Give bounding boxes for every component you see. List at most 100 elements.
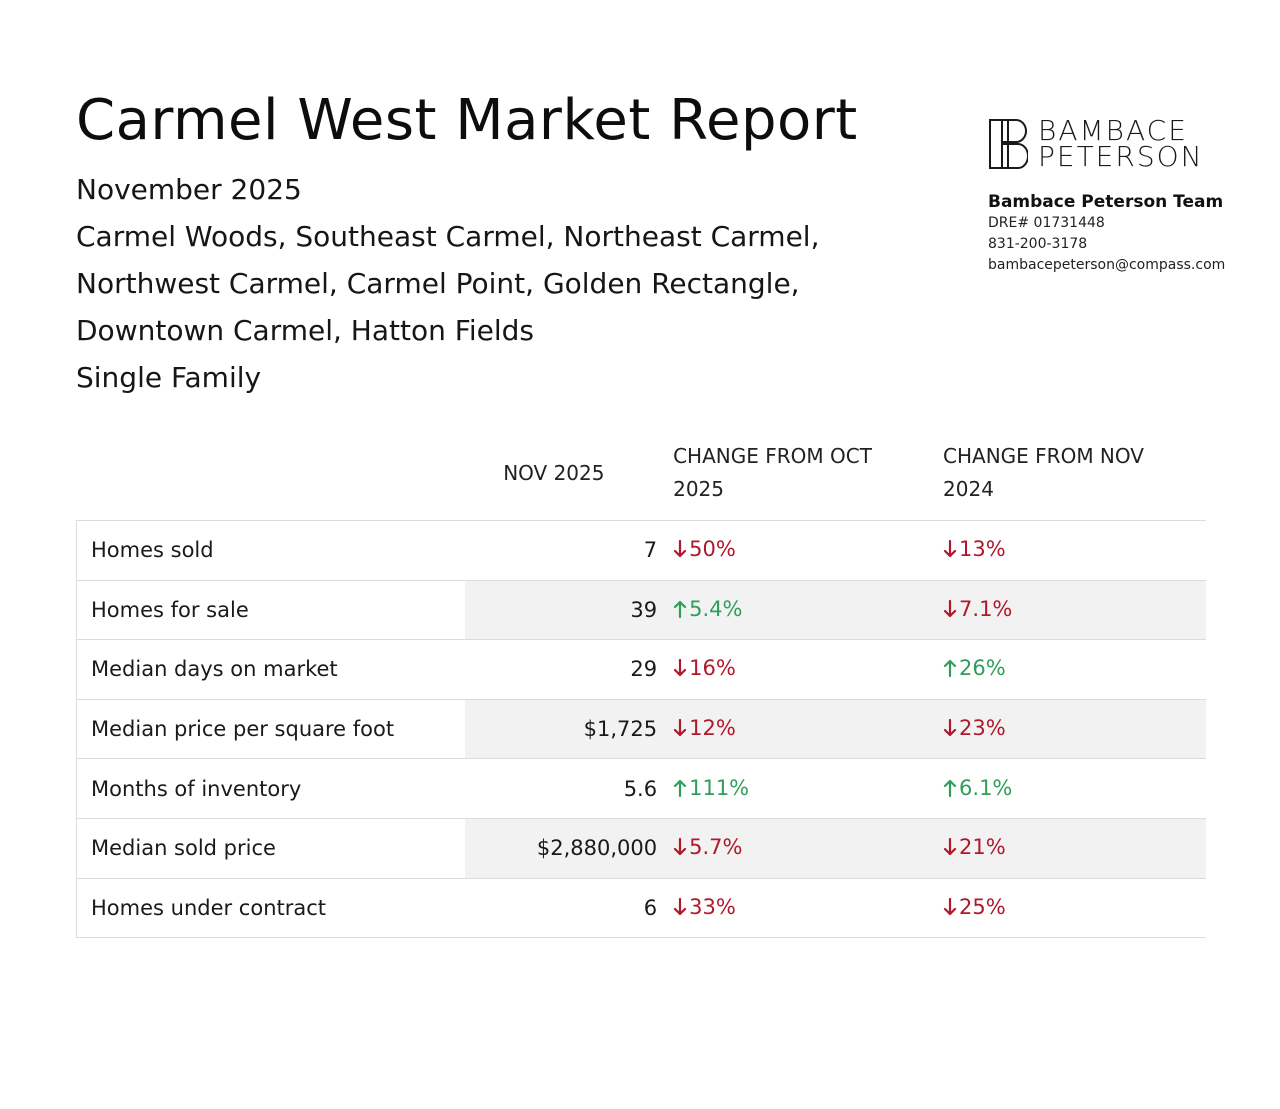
arrow-down-icon	[673, 719, 687, 737]
header-label: CHANGE FROM OCT 2025	[673, 444, 872, 501]
arrow-down-icon	[673, 540, 687, 558]
table-row: Homes for sale 39 5.4% 7.1%	[76, 580, 1206, 640]
change-value: 21%	[959, 835, 1006, 860]
change-from-nov-cell: 26%	[943, 640, 1206, 700]
change-oct: 33%	[673, 895, 736, 919]
arrow-up-icon	[673, 779, 687, 797]
table-row: Median sold price $2,880,000 5.7% 21%	[76, 818, 1206, 879]
row-label: Homes for sale	[76, 580, 466, 640]
change-value: 111%	[689, 775, 750, 800]
team-name: Bambace Peterson Team	[988, 192, 1224, 212]
change-from-nov-cell: 21%	[943, 818, 1206, 879]
email-address: bambacepeterson@compass.com	[988, 257, 1226, 273]
arrow-down-icon	[943, 599, 957, 617]
change-from-oct-cell: 5.4%	[673, 580, 944, 640]
row-value: 29	[630, 657, 658, 682]
change-oct: 16%	[673, 656, 736, 680]
table-row: Homes under contract 6 33% 25%	[76, 878, 1206, 938]
change-value: 5.4%	[689, 596, 743, 621]
row-value: 7	[643, 538, 658, 563]
brand-block: BAMBACE PETERSON Bambace Peterson Team D…	[988, 114, 1248, 276]
table-row: Median price per square foot $1,725 12% 23%	[76, 699, 1206, 759]
change-nov: 13%	[943, 537, 1006, 561]
arrow-up-icon	[943, 779, 957, 797]
brand-logo: BAMBACE PETERSON	[988, 114, 1248, 173]
table-header-row: NOV 2025 CHANGE FROM OCT 2025 CHANGE FRO…	[77, 440, 1207, 521]
change-value: 12%	[689, 716, 736, 741]
change-from-nov-cell: 7.1%	[943, 580, 1206, 640]
change-nov: 6.1%	[943, 776, 1012, 800]
change-from-nov-cell: 23%	[943, 699, 1206, 759]
dre-number: DRE# 01731448	[988, 215, 1105, 231]
row-value: $2,880,000	[465, 818, 674, 879]
change-value: 13%	[959, 537, 1006, 562]
arrow-up-icon	[673, 600, 687, 618]
logo-text-line-1: BAMBACE	[1038, 114, 1188, 147]
table-row: Median days on market 29 16% 26%	[76, 639, 1206, 700]
change-value: 26%	[959, 656, 1006, 681]
change-value: 16%	[689, 656, 736, 681]
arrow-down-icon	[943, 838, 957, 856]
arrow-down-icon	[943, 540, 957, 558]
arrow-down-icon	[673, 659, 687, 677]
change-from-nov-cell: 6.1%	[943, 759, 1206, 819]
change-value: 25%	[959, 894, 1006, 919]
change-oct: 5.7%	[673, 835, 742, 859]
report-subtitle-block: November 2025 Carmel Woods, Southeast Ca…	[76, 166, 936, 401]
header-change-from-nov-2024: CHANGE FROM NOV 2024	[943, 440, 1206, 521]
neighborhoods-line-3: Downtown Carmel, Hatton Fields	[76, 314, 534, 347]
change-value: 7.1%	[959, 596, 1013, 621]
change-value: 6.1%	[959, 775, 1013, 800]
table-row: Months of inventory 5.6 111% 6.1%	[76, 758, 1206, 819]
row-value: $1,725	[465, 699, 674, 759]
market-stats-table: NOV 2025 CHANGE FROM OCT 2025 CHANGE FRO…	[76, 440, 1206, 938]
change-oct: 12%	[673, 716, 736, 740]
change-from-oct-cell: 50%	[673, 521, 943, 581]
row-value: 39	[465, 580, 674, 640]
row-label: Median price per square foot	[76, 699, 466, 759]
arrow-down-icon	[673, 897, 687, 915]
header-label: CHANGE FROM NOV 2024	[943, 444, 1144, 501]
table-row: Homes sold 7 50% 13%	[76, 520, 1206, 581]
change-value: 5.7%	[689, 835, 743, 860]
change-from-nov-cell: 13%	[943, 521, 1206, 581]
change-from-oct-cell: 12%	[673, 699, 944, 759]
header-nov-2025: NOV 2025	[503, 460, 605, 485]
arrow-up-icon	[943, 660, 957, 678]
row-value: 5.6	[623, 776, 658, 801]
row-label: Months of inventory	[76, 758, 466, 819]
row-label: Median sold price	[76, 818, 466, 879]
phone-number: 831-200-3178	[988, 236, 1088, 252]
change-oct: 111%	[673, 776, 749, 800]
change-from-oct-cell: 111%	[673, 759, 943, 819]
change-from-oct-cell: 16%	[673, 640, 943, 700]
change-oct: 5.4%	[673, 597, 742, 621]
logo-text-line-2: PETERSON	[1038, 140, 1204, 173]
report-month: November 2025	[76, 173, 302, 206]
contact-info: Bambace Peterson Team DRE# 01731448 831-…	[988, 192, 1248, 276]
change-value: 33%	[689, 894, 736, 919]
change-nov: 7.1%	[943, 597, 1012, 621]
report-title: Carmel West Market Report	[76, 88, 858, 153]
change-nov: 23%	[943, 716, 1006, 740]
change-from-oct-cell: 33%	[673, 878, 943, 938]
neighborhoods-line-2: Northwest Carmel, Carmel Point, Golden R…	[76, 267, 800, 300]
arrow-down-icon	[943, 719, 957, 737]
change-oct: 50%	[673, 537, 736, 561]
change-value: 50%	[689, 537, 736, 562]
row-label: Median days on market	[76, 639, 466, 700]
header-metric	[77, 440, 466, 521]
row-label: Homes sold	[76, 520, 466, 581]
row-label: Homes under contract	[76, 878, 466, 938]
row-value: 6	[643, 895, 658, 920]
change-from-oct-cell: 5.7%	[673, 818, 944, 879]
change-nov: 26%	[943, 656, 1006, 680]
change-nov: 21%	[943, 835, 1006, 859]
change-from-nov-cell: 25%	[943, 878, 1206, 938]
property-type: Single Family	[76, 361, 262, 394]
neighborhoods-line-1: Carmel Woods, Southeast Carmel, Northeas…	[76, 220, 820, 253]
brand-logo-icon	[989, 119, 1028, 169]
header-change-from-oct-2025: CHANGE FROM OCT 2025	[673, 440, 943, 521]
arrow-down-icon	[943, 897, 957, 915]
arrow-down-icon	[673, 838, 687, 856]
